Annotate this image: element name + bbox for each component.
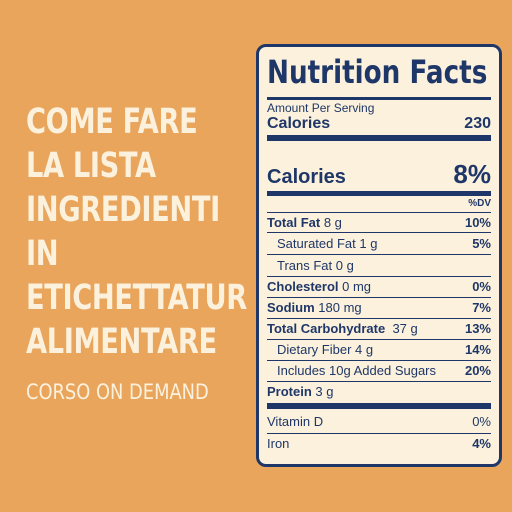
subtitle: CORSO ON DEMAND xyxy=(26,380,209,404)
nutrient-row-protein: Protein 3 g xyxy=(267,384,491,399)
nutrient-row-iron: Iron 4% xyxy=(267,436,491,451)
calories-dv-label: Calories xyxy=(267,166,346,188)
nutrient-dv: 7% xyxy=(472,300,491,315)
headline-line-3: INGREDIENTI xyxy=(26,190,220,230)
nutrient-label: Total Fat xyxy=(267,215,321,230)
nutrient-amount: 4 g xyxy=(355,342,374,357)
nutrient-row-total-carbohydrate: Total Carbohydrate 37 g 13% xyxy=(267,321,491,336)
amount-per-serving-label: Amount Per Serving xyxy=(267,101,375,115)
nutrient-label: Dietary Fiber xyxy=(277,342,352,357)
divider xyxy=(267,297,491,298)
nutrient-label: Sodium xyxy=(267,300,315,315)
divider xyxy=(267,360,491,361)
nutrient-dv: 5% xyxy=(472,236,491,251)
nutrient-amount: 180 mg xyxy=(318,300,362,315)
nutrient-row-vitamin-d: Vitamin D 0% xyxy=(267,414,491,429)
calories-dv-value: 8% xyxy=(453,159,491,189)
nutrient-label: Iron xyxy=(267,436,290,451)
nutrient-label: Vitamin D xyxy=(267,414,324,429)
nutrient-label: Trans Fat xyxy=(277,258,333,273)
nutrient-amount: 37 g xyxy=(392,321,418,336)
headline-line-2: LA LISTA xyxy=(26,146,156,186)
divider xyxy=(267,232,491,233)
divider xyxy=(267,339,491,340)
headline-line-5: ETICHETTATUR xyxy=(26,278,247,318)
nutrient-dv: 14% xyxy=(464,342,491,357)
dv-header: %DV xyxy=(468,198,491,209)
nutrient-label: Cholesterol xyxy=(267,279,339,294)
headline-line-1: COME FARE xyxy=(26,102,198,142)
divider xyxy=(267,318,491,319)
nutrient-label: Protein xyxy=(267,384,312,399)
thick-divider xyxy=(267,191,491,196)
nutrient-row-saturated-fat: Saturated Fat 1 g 5% xyxy=(267,236,491,251)
headline-line-6: ALIMENTARE xyxy=(26,322,217,362)
nutrient-dv: 0% xyxy=(472,279,491,294)
divider xyxy=(267,276,491,277)
nutrient-amount: 3 g xyxy=(315,384,334,399)
nutrient-dv: 20% xyxy=(464,363,491,378)
nutrient-dv: 10% xyxy=(464,215,491,230)
nutrient-row-cholesterol: Cholesterol 0 mg 0% xyxy=(267,279,491,294)
calories-dv-row: Calories 8% xyxy=(267,159,491,190)
nutrition-facts-title: Nutrition Facts xyxy=(267,53,488,91)
nutrient-label: Saturated Fat xyxy=(277,236,356,251)
nutrient-amount: 0 mg xyxy=(342,279,372,294)
calories-row: Calories 230 xyxy=(267,115,491,133)
nutrient-amount: 8 g xyxy=(323,215,342,230)
nutrient-row-dietary-fiber: Dietary Fiber 4 g 14% xyxy=(267,342,491,357)
nutrition-facts-label: Nutrition Facts Amount Per Serving Calor… xyxy=(256,44,502,467)
nutrient-label: Total Carbohydrate xyxy=(267,321,386,336)
divider xyxy=(267,381,491,382)
headline-line-4: IN xyxy=(26,234,59,274)
nutrient-row-sodium: Sodium 180 mg 7% xyxy=(267,300,491,315)
nutrient-amount: 0 g xyxy=(335,258,354,273)
thick-divider xyxy=(267,135,491,141)
divider xyxy=(267,97,491,100)
nutrient-row-total-fat: Total Fat 8 g 10% xyxy=(267,215,491,230)
nutrient-label: Includes 10g Added Sugars xyxy=(277,363,437,378)
thick-divider xyxy=(267,403,491,409)
nutrient-dv: 4% xyxy=(472,436,491,451)
divider xyxy=(267,433,491,434)
amount-per-serving: Amount Per Serving xyxy=(267,101,491,115)
divider xyxy=(267,254,491,255)
dv-header-row: %DV xyxy=(267,198,491,209)
nutrient-row-added-sugars: Includes 10g Added Sugars 20% xyxy=(267,363,491,378)
headline: COME FARE LA LISTA INGREDIENTI IN ETICHE… xyxy=(26,100,247,364)
calories-value: 230 xyxy=(464,115,491,132)
nutrient-amount: 1 g xyxy=(359,236,378,251)
nutrient-row-trans-fat: Trans Fat 0 g xyxy=(267,258,491,273)
calories-label: Calories xyxy=(267,115,331,132)
divider xyxy=(267,212,491,213)
nutrient-dv: 13% xyxy=(464,321,491,336)
nutrient-dv: 0% xyxy=(472,414,491,429)
